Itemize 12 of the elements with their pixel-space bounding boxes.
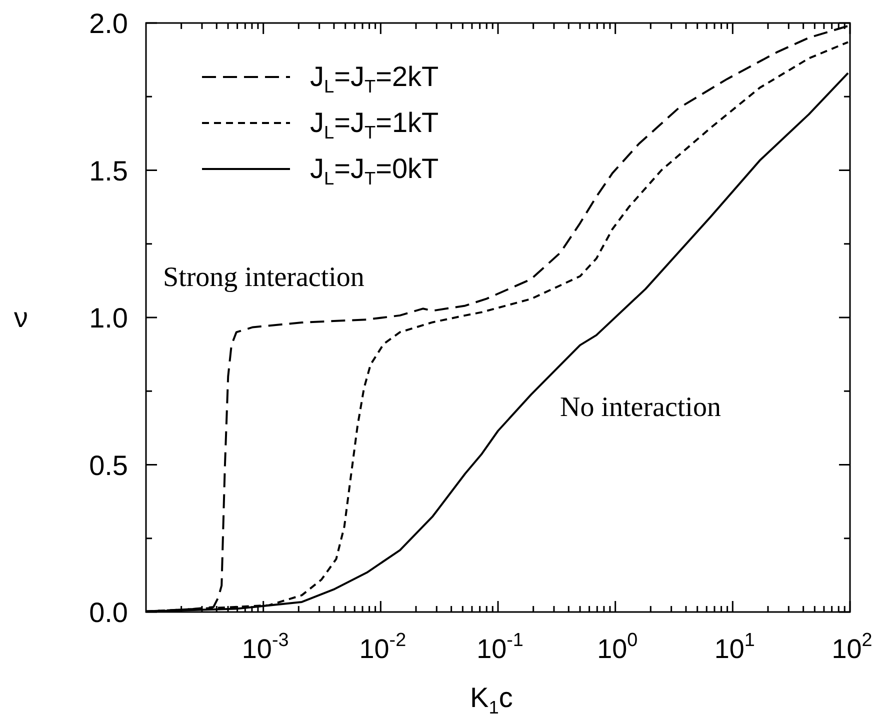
legend-label: J$_{L}$=J$_{T}$=0kT — [310, 153, 439, 188]
annotation: Strong interaction — [163, 262, 364, 294]
y-axis-title: ν — [14, 302, 28, 334]
x-axis-title: K$_{1}$c — [470, 682, 513, 718]
y-tick-label: 1.0 — [89, 302, 128, 334]
legend-label: J$_{L}$=J$_{T}$=1kT — [310, 107, 439, 142]
legend-label: J$_{L}$=J$_{T}$=2kT — [310, 61, 439, 96]
y-tick-label: 1.5 — [89, 155, 128, 186]
y-tick-label: 0.0 — [89, 597, 128, 628]
y-tick-label: 0.5 — [89, 450, 128, 481]
annotation: No interaction — [560, 392, 721, 424]
y-tick-label: 2.0 — [89, 8, 128, 39]
